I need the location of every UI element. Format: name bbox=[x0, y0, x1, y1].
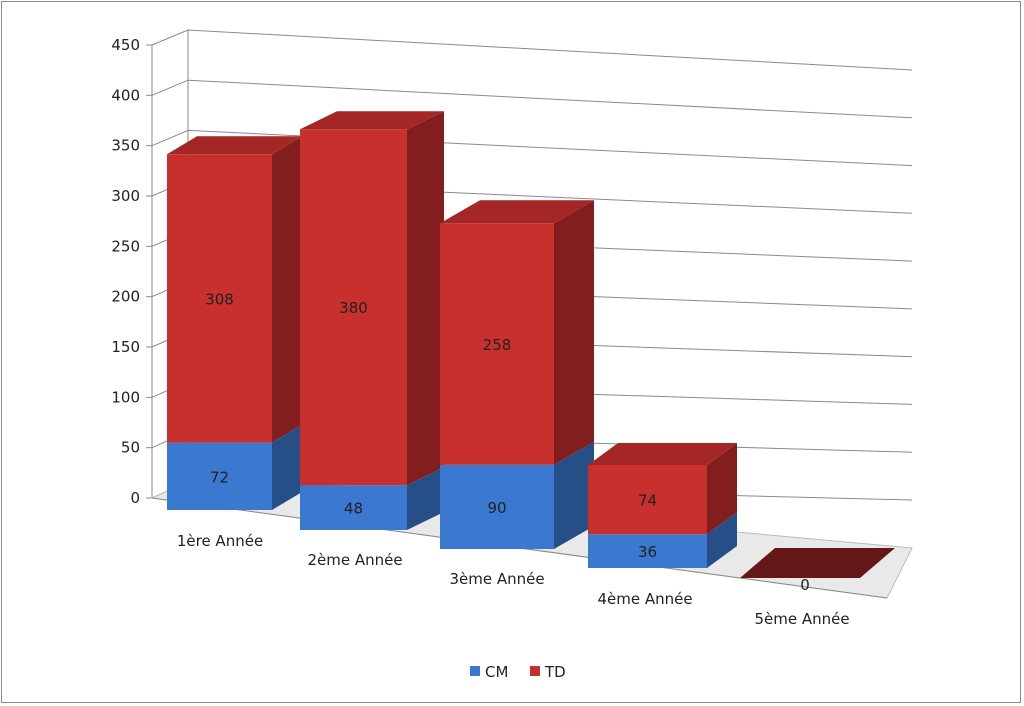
x-category-label: 3ème Année bbox=[449, 570, 544, 588]
y-tick-label: 250 bbox=[111, 237, 140, 255]
bar-td-front bbox=[440, 223, 554, 465]
y-tick-label: 400 bbox=[111, 86, 140, 104]
bar-cm-front bbox=[588, 534, 707, 568]
bar-td-side bbox=[707, 443, 737, 535]
data-label-td: 258 bbox=[483, 336, 512, 354]
data-label-td: 308 bbox=[205, 290, 234, 308]
legend-label-cm: CM bbox=[485, 663, 508, 681]
y-tick-label: 50 bbox=[121, 439, 140, 457]
bar-cm-side bbox=[407, 467, 444, 530]
data-label-cm: 48 bbox=[344, 500, 363, 518]
x-category-label: 4ème Année bbox=[597, 590, 692, 608]
legend-swatch-cm bbox=[470, 666, 480, 676]
x-category-label: 1ère Année bbox=[177, 532, 263, 550]
data-label-cm: 90 bbox=[487, 499, 506, 517]
bar-cm-side bbox=[707, 512, 737, 568]
y-tick-label: 300 bbox=[111, 187, 140, 205]
gridline bbox=[151, 79, 913, 119]
bar-cm-side bbox=[272, 424, 302, 510]
x-category-label: 5ème Année bbox=[754, 610, 849, 628]
bar-td-side bbox=[554, 200, 594, 465]
data-label-td: 380 bbox=[339, 299, 368, 317]
data-label-cm: 36 bbox=[638, 543, 657, 561]
bar-cm-front bbox=[300, 485, 407, 530]
bar-td-top bbox=[300, 111, 444, 130]
bar-zero-slab bbox=[740, 548, 895, 578]
bar-td-top bbox=[588, 443, 737, 465]
x-category-label: 2ème Année bbox=[307, 551, 402, 569]
data-label-td: 74 bbox=[638, 492, 657, 510]
y-tick-label: 0 bbox=[130, 489, 140, 507]
bar-td-front bbox=[300, 129, 407, 486]
bar-td-top bbox=[167, 136, 302, 155]
legend-swatch-td bbox=[530, 666, 540, 676]
bar-td-top bbox=[440, 200, 594, 224]
y-tick-label: 200 bbox=[111, 288, 140, 306]
bar-td-front bbox=[588, 465, 707, 535]
legend-label-td: TD bbox=[544, 663, 566, 681]
y-tick-label: 450 bbox=[111, 36, 140, 54]
bar-cm-front bbox=[167, 442, 272, 510]
data-label-td: 0 bbox=[800, 576, 810, 594]
bar-td-front bbox=[167, 154, 272, 443]
y-tick-label: 350 bbox=[111, 137, 140, 155]
y-tick-label: 150 bbox=[111, 338, 140, 356]
y-tick-label: 100 bbox=[111, 388, 140, 406]
data-label-cm: 72 bbox=[210, 468, 229, 486]
gridline bbox=[151, 29, 913, 71]
bar-cm-side bbox=[554, 441, 594, 549]
bar-cm-front bbox=[440, 464, 554, 549]
bar-td-side bbox=[272, 136, 302, 443]
bar-td-side bbox=[407, 111, 444, 486]
